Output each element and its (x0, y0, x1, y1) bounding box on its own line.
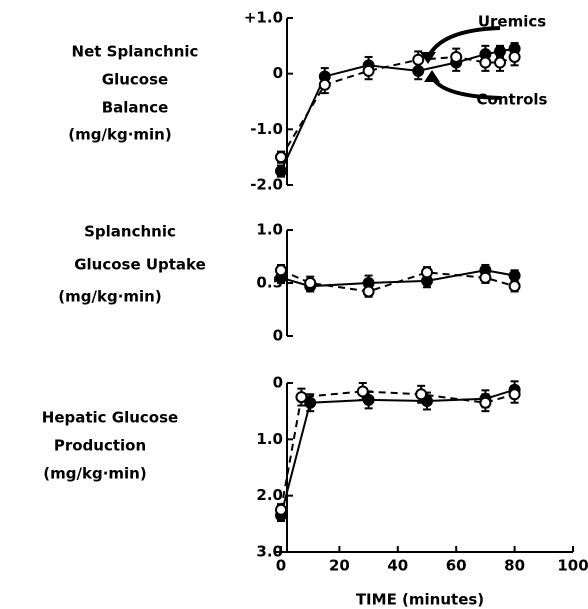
data-point (362, 285, 375, 298)
x-tick-label: 0 (276, 557, 286, 575)
data-point (479, 271, 492, 284)
data-point (421, 266, 433, 279)
series-line (280, 47, 515, 172)
series-line (280, 390, 515, 510)
y-tick-label: 0 (273, 327, 283, 345)
y-axis-label: Glucose Uptake (74, 256, 206, 274)
y-tick-label: 2.0 (256, 486, 283, 504)
y-tick-label: 0 (273, 64, 283, 82)
series-line (280, 269, 515, 293)
series-line (280, 388, 515, 516)
data-point (275, 503, 287, 516)
x-tick-label: 20 (329, 557, 350, 575)
data-point (304, 277, 317, 289)
y-tick-label: -2.0 (250, 176, 283, 194)
data-point (479, 56, 492, 69)
y-axis-label: Glucose (102, 71, 168, 89)
y-axis-label: Splanchnic (84, 223, 176, 241)
data-point (275, 165, 287, 178)
data-point (356, 385, 369, 398)
y-axis-label: (mg/kg·min) (68, 126, 171, 144)
data-point (275, 264, 287, 277)
data-point (295, 391, 308, 404)
x-tick-label: 60 (446, 557, 467, 575)
data-point (412, 53, 425, 66)
data-point (362, 64, 375, 77)
y-tick-label: -1.0 (250, 120, 283, 138)
y-axis-label: Balance (102, 99, 169, 117)
data-point (508, 50, 521, 63)
y-tick-label: 1.0 (256, 430, 283, 448)
series-name: Uremics (478, 13, 546, 31)
y-axis-label: Production (54, 437, 146, 455)
controls-arrowhead (424, 70, 440, 82)
x-axis-label: TIME (minutes) (356, 591, 484, 609)
y-axis-label: Net Splanchnic (72, 43, 199, 61)
data-point (494, 56, 506, 69)
data-point (318, 78, 331, 91)
y-tick-label: 0 (273, 374, 283, 392)
x-tick-label: 40 (387, 557, 408, 575)
data-point (508, 388, 521, 401)
data-point (508, 280, 521, 293)
y-tick-label: 1.0 (256, 221, 283, 239)
data-point (415, 388, 428, 401)
data-point (479, 396, 492, 409)
uremics-arrowhead (420, 52, 436, 64)
y-tick-label: +1.0 (244, 9, 283, 27)
data-point (304, 396, 317, 409)
y-tick-label: 3.0 (256, 543, 283, 561)
y-axis-label: Hepatic Glucose (42, 409, 178, 427)
data-point (508, 269, 521, 282)
data-point (275, 151, 287, 164)
data-point (450, 50, 463, 63)
y-axis-label: (mg/kg·min) (58, 288, 161, 306)
series-name: Controls (477, 91, 548, 109)
x-tick-label: 100 (557, 557, 588, 575)
x-tick-label: 80 (504, 557, 525, 575)
y-axis-label: (mg/kg·min) (43, 465, 146, 483)
